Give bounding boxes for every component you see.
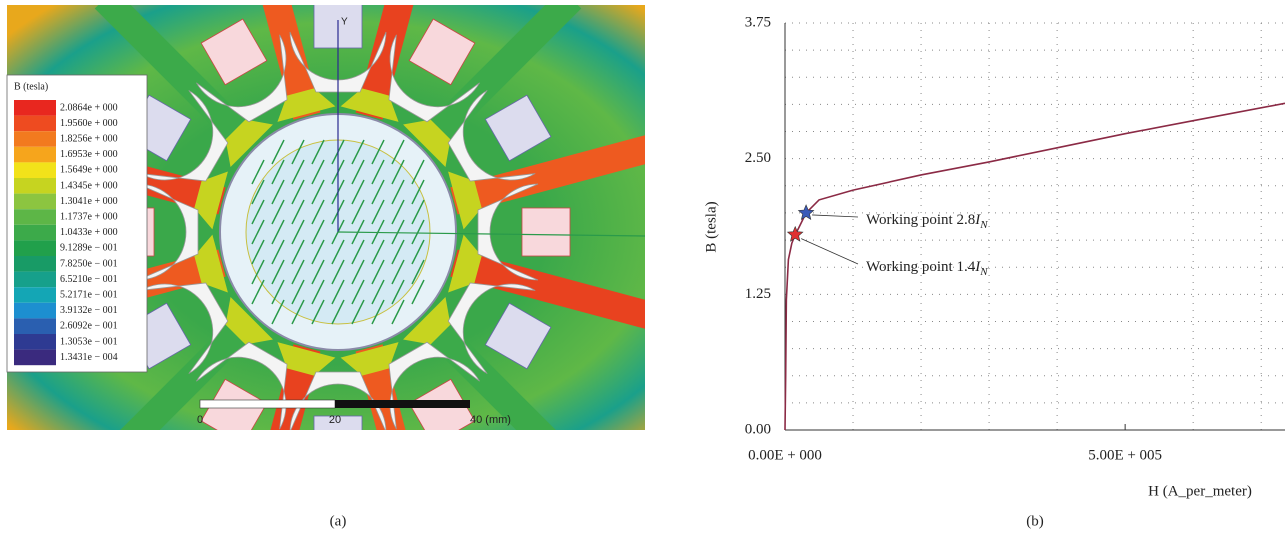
- legend-swatch: [14, 334, 56, 350]
- legend-label: 1.1737e + 000: [60, 211, 118, 222]
- legend-label: 5.2171e − 001: [60, 289, 118, 300]
- legend-swatch: [14, 225, 56, 241]
- legend-label: 1.5649e + 000: [60, 165, 118, 176]
- legend-swatch: [14, 256, 56, 272]
- annotation-text: Working point 1.4: [866, 259, 976, 275]
- legend-label: 2.0864e + 000: [60, 102, 118, 113]
- working-point: [788, 227, 803, 241]
- scale-bar-black: [335, 400, 470, 408]
- legend-swatch: [14, 350, 56, 366]
- legend-label: 1.4345e + 000: [60, 180, 118, 191]
- scale-label: 40 (mm): [470, 414, 511, 426]
- axis-y-label: Y: [341, 17, 348, 28]
- legend-swatch: [14, 147, 56, 163]
- scale-label: 20: [329, 414, 341, 426]
- legend-swatch: [14, 178, 56, 194]
- annotation: Working point 1.4IN: [866, 259, 988, 277]
- legend-swatch: [14, 209, 56, 225]
- legend-swatch: [14, 162, 56, 178]
- x-tick-label: 5.00E + 005: [1088, 447, 1162, 463]
- annotation-text: Working point 2.8: [866, 212, 975, 228]
- legend-label: 1.9560e + 000: [60, 118, 118, 129]
- legend-title: B (tesla): [14, 81, 48, 92]
- coil: [522, 208, 570, 256]
- legend-label: 9.1289e − 001: [60, 243, 118, 254]
- y-tick-label: 0.00: [745, 421, 771, 437]
- page: {"panel_a": { "legend_title": "B (tesla)…: [0, 0, 1285, 539]
- legend-swatch: [14, 194, 56, 210]
- legend-swatch: [14, 100, 56, 116]
- legend-swatch: [14, 116, 56, 132]
- legend-swatch: [14, 240, 56, 256]
- curve: [785, 103, 1285, 430]
- annotation-sub: N: [979, 219, 988, 231]
- annotation-leader: [801, 239, 858, 264]
- y-tick-label: 2.50: [745, 150, 771, 166]
- y-axis-label: B (tesla): [703, 201, 719, 252]
- y-tick-label: 3.75: [745, 14, 771, 30]
- legend-label: 1.8256e + 000: [60, 133, 118, 144]
- legend-swatch: [14, 318, 56, 334]
- caption: (b): [1026, 513, 1044, 529]
- legend-swatch: [14, 303, 56, 319]
- legend-label: 2.6092e − 001: [60, 321, 118, 332]
- annotation-leader: [812, 215, 858, 217]
- annotation: Working point 2.8IN: [866, 212, 988, 230]
- legend-label: 1.6953e + 000: [60, 149, 118, 160]
- legend-label: 1.3053e − 001: [60, 336, 118, 347]
- legend-label: 1.0433e + 000: [60, 227, 118, 238]
- legend-label: 1.3041e + 000: [60, 196, 118, 207]
- legend-swatch: [14, 131, 56, 147]
- legend-label: 1.3431e − 004: [60, 352, 118, 363]
- legend-swatch: [14, 272, 56, 288]
- annotation-sub: N: [979, 266, 988, 278]
- legend-label: 3.9132e − 001: [60, 305, 118, 316]
- y-tick-label: 1.25: [745, 286, 771, 302]
- legend-label: 6.5210e − 001: [60, 274, 118, 285]
- legend: B (tesla) 2.0864e + 000 1.9560e + 000 1.825…: [7, 75, 147, 372]
- scale-label: 0: [197, 414, 203, 426]
- legend-label: 7.8250e − 001: [60, 258, 118, 269]
- legend-swatch: [14, 287, 56, 303]
- x-axis-label: H (A_per_meter): [1148, 483, 1252, 499]
- scale-bar-white: [200, 400, 335, 408]
- x-tick-label: 0.00E + 000: [748, 447, 822, 463]
- figure: Y 0 20 40 (mm) (a) (b) H (A_per_meter) B (t…: [0, 0, 1285, 539]
- caption: (a): [330, 513, 347, 529]
